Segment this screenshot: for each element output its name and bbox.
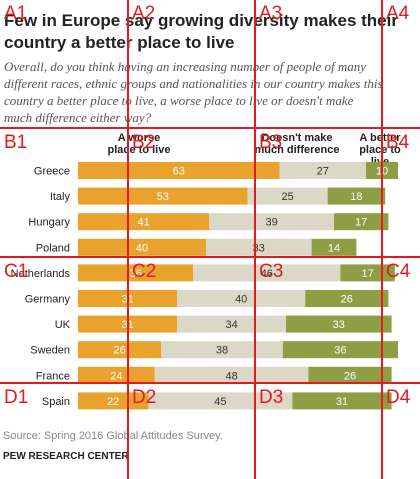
data-label: 45	[214, 396, 226, 408]
data-label: 33	[333, 319, 345, 331]
bar-segment	[209, 213, 334, 231]
category-label: Poland	[36, 242, 70, 254]
data-label: 40	[235, 294, 247, 306]
data-label: 36	[129, 268, 141, 280]
bar-segment	[154, 366, 309, 384]
data-label: 41	[137, 217, 149, 229]
data-label: 48	[225, 370, 237, 382]
organization-credit: PEW RESEARCH CENTER	[3, 451, 129, 462]
bar-segment	[177, 315, 286, 333]
data-label: 38	[216, 345, 228, 357]
bar-segment	[279, 162, 366, 179]
bar-segment	[327, 187, 386, 205]
data-label: 26	[344, 370, 356, 382]
bar-segment	[78, 238, 206, 256]
data-label: 33	[253, 242, 265, 254]
data-label: 17	[355, 217, 367, 229]
bar-segment	[193, 264, 341, 282]
data-label: 24	[110, 370, 122, 382]
category-label: Hungary	[28, 217, 70, 229]
data-label: 27	[317, 166, 329, 178]
data-label: 22	[107, 396, 119, 408]
bar-segment	[334, 213, 389, 231]
bar-segment	[78, 187, 248, 205]
chart-title: Few in Europe say growing diversity make…	[4, 11, 398, 52]
data-label: 39	[265, 217, 277, 229]
bar-segment	[78, 264, 194, 282]
data-label: 18	[350, 191, 362, 203]
data-label: 40	[136, 242, 148, 254]
category-label: UK	[55, 319, 71, 331]
bar-segment	[206, 238, 312, 256]
data-label: 36	[334, 345, 346, 357]
data-label: 63	[173, 166, 185, 178]
bar-segment	[148, 392, 293, 410]
category-label: France	[36, 370, 70, 382]
data-label: 26	[341, 294, 353, 306]
bar-segment	[161, 341, 283, 359]
bar-segment	[305, 290, 389, 307]
bar-segment	[78, 213, 210, 231]
category-label: Greece	[34, 166, 70, 178]
bar-segment	[308, 366, 392, 384]
category-label: Netherlands	[11, 268, 71, 280]
data-label: 46	[261, 268, 273, 280]
bar-segment	[78, 392, 149, 410]
bar-segment	[286, 315, 392, 333]
source-note: Source: Spring 2016 Global Attitudes Sur…	[3, 430, 223, 442]
category-label: Sweden	[30, 345, 70, 357]
column-header-no-difference: Doesn't make much difference	[254, 132, 340, 156]
bar-segment	[177, 290, 306, 307]
data-label: 34	[225, 319, 237, 331]
data-label: 10	[376, 166, 388, 178]
bar-segment	[247, 187, 328, 205]
data-label: 17	[361, 268, 373, 280]
data-label: 25	[281, 191, 293, 203]
data-label: 14	[328, 242, 340, 254]
data-label: 31	[121, 319, 133, 331]
category-label: Germany	[25, 294, 71, 306]
data-label: 31	[121, 294, 133, 306]
data-label: 53	[157, 191, 169, 203]
data-label: 31	[336, 396, 348, 408]
category-label: Italy	[50, 191, 71, 203]
chart-subtitle: Overall, do you think having an increasi…	[4, 59, 383, 125]
bar-segment	[78, 341, 162, 359]
bar-segment	[78, 366, 155, 384]
bar-segment	[311, 238, 357, 256]
bar-segment	[282, 341, 398, 359]
category-label: Spain	[42, 396, 70, 408]
data-label: 26	[113, 345, 125, 357]
bar-segment	[292, 392, 392, 410]
